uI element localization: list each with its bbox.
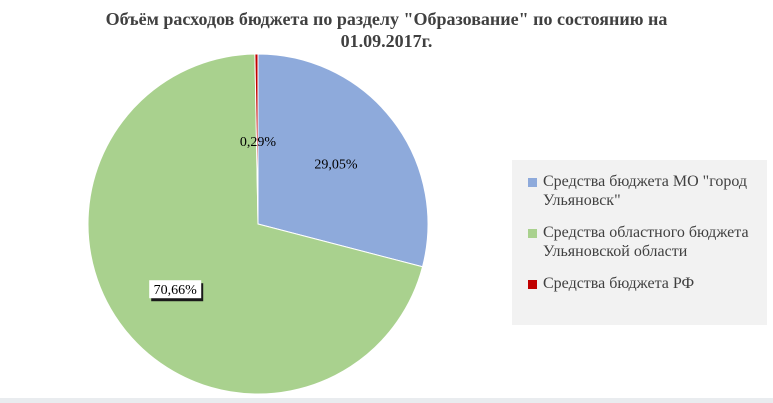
legend-label-mo: Средства бюджета МО "город Ульяновск" [543, 173, 748, 209]
data-label-oblast-box [149, 280, 202, 299]
chart-title: Объём расходов бюджета по разделу "Образ… [0, 8, 773, 52]
data-label-rf: 0,29% [240, 135, 277, 150]
slice-mo [257, 53, 429, 268]
chart-title-line-1: Объём расходов бюджета по разделу "Образ… [105, 9, 668, 29]
legend-item-mo: Средства бюджета МО "город Ульяновск" [528, 172, 761, 210]
legend-label-oblast: Средства областного бюджета Ульяновской … [543, 224, 749, 260]
data-label-oblast-group: 70,66% [149, 280, 204, 302]
data-label-mo: 29,05% [314, 158, 358, 173]
legend-label-rf: Средства бюджета РФ [543, 275, 695, 292]
data-label-rf-group: 0,29% [240, 135, 277, 150]
slice-rf [254, 53, 259, 225]
legend-item-oblast: Средства областного бюджета Ульяновской … [528, 223, 761, 261]
legend-swatch-mo [528, 178, 537, 187]
data-label-mo-group: 29,05% [314, 158, 358, 173]
data-label-oblast: 70,66% [154, 283, 198, 298]
legend-item-rf: Средства бюджета РФ [528, 274, 761, 293]
chart-title-line-2: 01.09.2017г. [340, 31, 433, 51]
legend-swatch-rf [528, 280, 537, 289]
slice-oblast [87, 53, 424, 395]
legend: Средства бюджета МО "город Ульяновск" Ср… [512, 160, 767, 325]
bottom-strip [0, 398, 773, 403]
legend-swatch-oblast [528, 229, 537, 238]
